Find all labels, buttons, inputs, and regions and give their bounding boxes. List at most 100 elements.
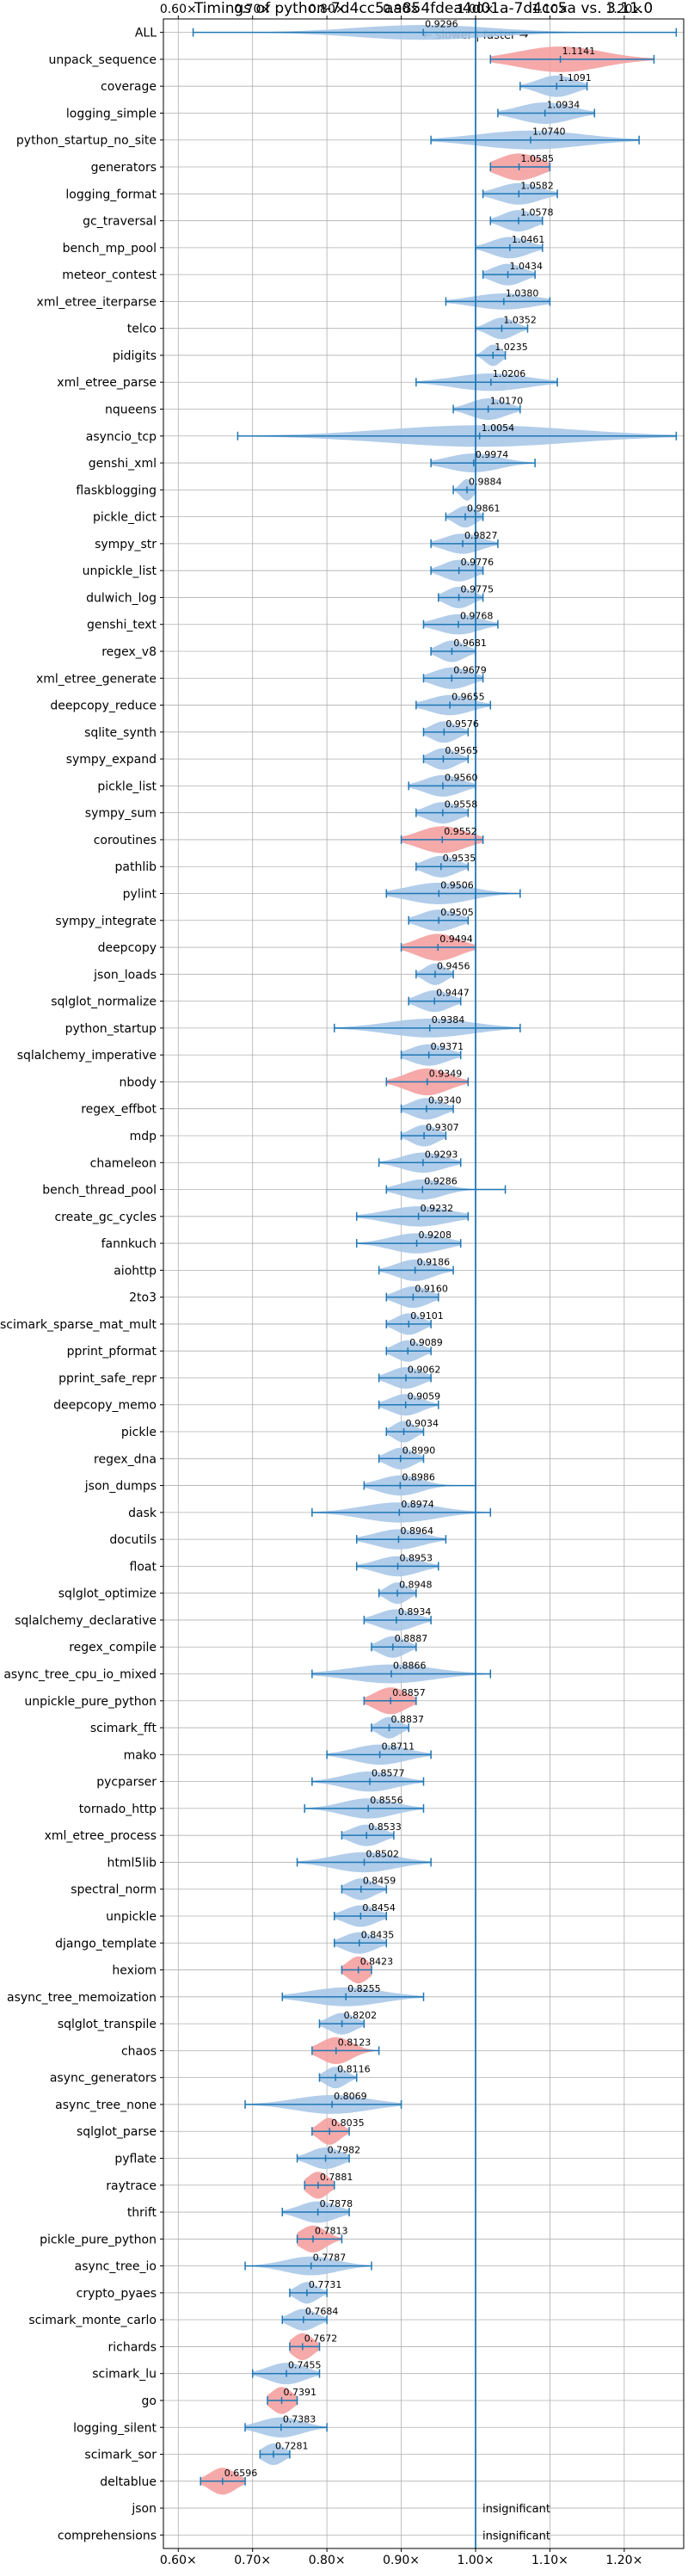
benchmark-label: logging_silent [73, 2421, 157, 2435]
value-label: 0.7455 [288, 2360, 322, 2371]
benchmark-label: chaos [121, 2044, 157, 2058]
value-label: 0.8459 [363, 1876, 396, 1887]
benchmark-label: pickle_pure_python [40, 2233, 157, 2246]
benchmark-label: scimark_sor [84, 2449, 157, 2462]
benchmark-label: mako [124, 1748, 157, 1762]
value-label: 0.8948 [399, 1580, 433, 1591]
value-label: 1.0235 [494, 342, 528, 353]
x-tick-label-bottom: 1.00× [458, 2554, 494, 2567]
benchmark-label: nqueens [105, 404, 157, 417]
benchmark-label: ALL [135, 27, 157, 40]
x-tick-label-top: 0.70× [234, 3, 271, 16]
benchmark-label: unpickle_list [83, 564, 157, 578]
benchmark-label: sqlglot_transpile [58, 2018, 157, 2031]
benchmark-label: sympy_expand [66, 753, 157, 767]
value-label: 0.9286 [424, 1176, 458, 1187]
value-label: 1.1141 [562, 46, 596, 57]
x-tick-label-top: 1.00× [458, 3, 494, 16]
value-label: 0.9560 [445, 772, 478, 783]
benchmark-label: aiohttp [114, 1264, 157, 1278]
benchmark-label: async_tree_memoization [7, 1991, 157, 2005]
benchmark-label: bench_thread_pool [42, 1184, 157, 1198]
value-label: 0.8533 [368, 1821, 402, 1833]
benchmark-label: unpickle [106, 1910, 157, 1924]
benchmark-label: deepcopy_memo [53, 1399, 157, 1413]
benchmark-label: bench_mp_pool [63, 242, 157, 256]
value-label: 0.9307 [426, 1122, 458, 1133]
benchmark-label: pidigits [113, 349, 157, 363]
value-label: 0.7881 [320, 2172, 353, 2183]
value-label: 1.0054 [482, 422, 515, 434]
value-label: 0.9296 [425, 19, 458, 30]
value-label: 0.8423 [360, 1957, 394, 1968]
benchmark-label: pathlib [115, 860, 157, 874]
x-tick-label-bottom: 1.10× [531, 2554, 568, 2567]
benchmark-label: pprint_pformat [67, 1345, 157, 1359]
value-label: 0.9535 [443, 853, 476, 864]
value-label: 1.0170 [490, 396, 524, 407]
benchmark-label: scimark_sparse_mat_mult [0, 1318, 157, 1332]
x-tick-label-top: 0.90× [383, 3, 420, 16]
value-label: 0.9565 [445, 745, 478, 756]
benchmark-label: spectral_norm [71, 1883, 157, 1897]
benchmark-label: scimark_fft [90, 1722, 157, 1735]
value-label: 0.9371 [431, 1041, 464, 1052]
value-label: 0.9340 [428, 1095, 462, 1106]
value-label: 0.9576 [445, 718, 479, 730]
benchmark-label: python_startup_no_site [16, 134, 157, 148]
benchmark-label: crypto_pyaes [77, 2287, 157, 2301]
value-label: 0.9059 [408, 1391, 441, 1402]
benchmark-label: dask [128, 1507, 157, 1520]
value-label: 0.7982 [328, 2144, 361, 2155]
benchmark-label: go [142, 2394, 157, 2408]
benchmark-label: dulwich_log [86, 591, 157, 605]
benchmark-label: deepcopy_reduce [50, 699, 157, 713]
benchmark-label: async_tree_io [75, 2260, 157, 2274]
value-label: 0.8857 [392, 1687, 426, 1698]
benchmark-label: django_template [55, 1937, 157, 1950]
benchmark-label: async_tree_cpu_io_mixed [3, 1668, 157, 1682]
benchmark-label: json_loads [93, 968, 157, 982]
value-label: 0.9349 [429, 1068, 463, 1079]
value-label: 0.9974 [476, 449, 509, 460]
value-label: 0.8953 [400, 1552, 433, 1563]
x-tick-label-bottom: 0.80× [309, 2554, 346, 2567]
value-label: 0.8986 [402, 1472, 435, 1483]
value-label: 0.9456 [437, 960, 470, 971]
value-label: 1.0582 [520, 180, 554, 191]
value-label: 0.8123 [338, 2037, 372, 2048]
benchmark-label: fannkuch [101, 1237, 157, 1251]
value-label: 0.9293 [425, 1149, 458, 1160]
value-label: 0.7731 [309, 2279, 342, 2290]
benchmark-label: regex_dna [94, 1452, 157, 1466]
x-tick-label-top: 0.60× [160, 3, 197, 16]
benchmark-label: pickle_dict [93, 511, 157, 525]
value-label: 0.9034 [406, 1418, 439, 1429]
x-tick-label-bottom: 0.90× [383, 2554, 420, 2567]
benchmark-label: float [130, 1560, 157, 1574]
benchmark-label: sqlglot_normalize [51, 995, 157, 1009]
benchmark-label: pickle [121, 1426, 157, 1439]
benchmark-label: chameleon [90, 1156, 157, 1170]
tick-layer: 0.60× 0.60× 0.70× 0.70× 0.80× 0.80× 0.90× 0.90×… [0, 3, 642, 2567]
value-label: 0.7813 [315, 2225, 348, 2236]
value-label: 0.8454 [362, 1902, 396, 1914]
value-label: 0.9679 [453, 664, 487, 675]
benchmark-label: comprehensions [58, 2529, 157, 2542]
value-label: 0.9827 [464, 530, 498, 541]
value-label: 0.7391 [284, 2387, 317, 2398]
value-label: 0.9062 [408, 1364, 441, 1375]
value-label: 0.8116 [337, 2064, 371, 2075]
value-label: 0.9160 [415, 1284, 448, 1295]
value-label: 0.9384 [432, 1014, 465, 1026]
benchmark-label: tornado_http [79, 1803, 157, 1816]
value-label: 0.9884 [469, 476, 502, 487]
value-label: 0.8964 [400, 1525, 433, 1537]
value-label: 0.7281 [275, 2441, 309, 2452]
value-label: 0.9186 [417, 1256, 451, 1267]
value-label: 0.9506 [440, 879, 474, 891]
benchmark-label: asyncio_tcp [86, 430, 157, 444]
benchmark-label: richards [108, 2340, 157, 2354]
